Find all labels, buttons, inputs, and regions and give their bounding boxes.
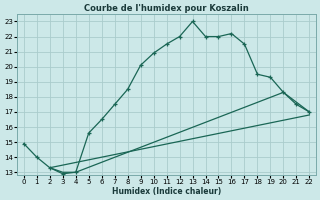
X-axis label: Humidex (Indice chaleur): Humidex (Indice chaleur) bbox=[112, 187, 221, 196]
Title: Courbe de l'humidex pour Koszalin: Courbe de l'humidex pour Koszalin bbox=[84, 4, 249, 13]
